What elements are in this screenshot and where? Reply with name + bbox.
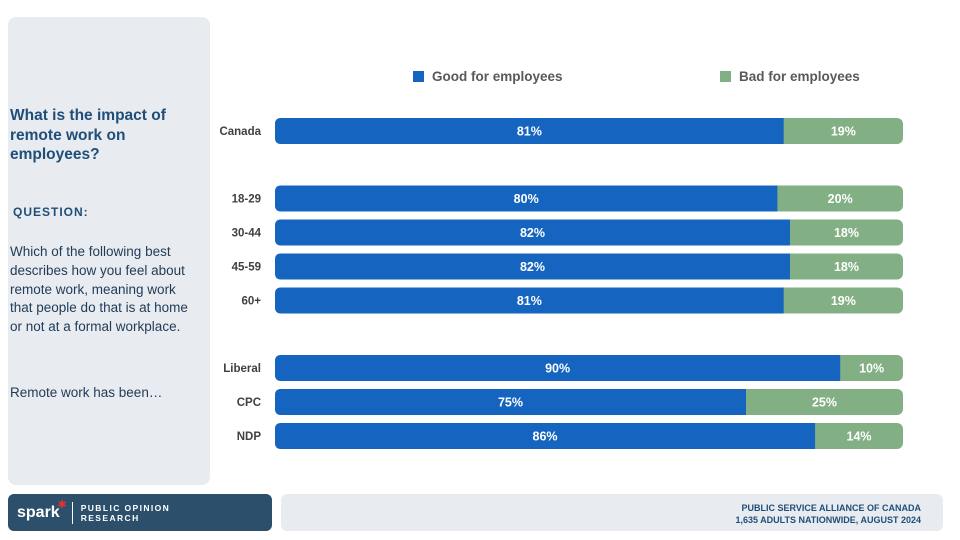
logo-star-icon: ✱ [57,498,67,511]
category-label-60-: 60+ [241,296,261,308]
brand-logo: spark ✱ PUBLIC OPINION RESEARCH [8,494,272,531]
value-label-bad-cpc: 25% [812,396,837,410]
legend-good-swatch [413,71,424,82]
bar-good-18-29 [275,185,778,212]
category-label-ndp: NDP [237,431,262,443]
question-stem: Remote work has been… [10,385,163,400]
panel-title: What is the impact of remote work on emp… [10,107,166,163]
value-label-bad-ndp: 14% [847,430,872,444]
bar-good-canada [275,118,784,144]
legend-good: Good for employees [413,69,563,84]
source-line-1: PUBLIC SERVICE ALLIANCE OF CANADA [741,503,921,513]
category-label-canada: Canada [219,126,261,138]
value-label-good-30-44: 82% [520,226,545,240]
logo-wordmark: spark ✱ [17,498,67,521]
question-text: Which of the following best describes ho… [10,244,188,335]
value-label-bad-60-: 19% [831,294,856,308]
question-label: QUESTION: [13,205,89,219]
category-label-45-59: 45-59 [232,262,261,274]
source-box: PUBLIC SERVICE ALLIANCE OF CANADA 1,635 … [281,494,943,531]
value-label-good-ndp: 86% [533,430,558,444]
bar-good-liberal [275,355,841,381]
legend-bad-swatch [720,71,731,82]
legend-good-label: Good for employees [432,69,563,84]
value-label-good-18-29: 80% [514,192,539,206]
category-label-18-29: 18-29 [232,194,261,206]
legend-bad-label: Bad for employees [739,69,860,84]
value-label-bad-canada: 19% [831,125,856,139]
value-label-good-canada: 81% [517,125,542,139]
value-label-good-cpc: 75% [498,396,523,410]
source-line-2: 1,635 ADULTS NATIONWIDE, AUGUST 2024 [735,515,921,525]
value-label-good-60-: 81% [517,294,542,308]
bar-good-45-59 [275,253,790,280]
value-label-bad-30-44: 18% [834,226,859,240]
category-label-liberal: Liberal [223,363,261,375]
logo-divider [71,501,73,524]
logo-subtitle: PUBLIC OPINION RESEARCH [80,502,171,523]
legend-bad: Bad for employees [720,69,860,84]
bar-good-cpc [275,389,746,415]
value-label-bad-18-29: 20% [828,192,853,206]
bar-good-60- [275,287,784,314]
question-panel [8,17,210,485]
bar-good-ndp [275,423,816,449]
value-label-good-45-59: 82% [520,260,545,274]
value-label-bad-liberal: 10% [859,362,884,376]
value-label-bad-45-59: 18% [834,260,859,274]
bar-good-30-44 [275,219,790,246]
category-label-cpc: CPC [237,397,261,409]
value-label-good-liberal: 90% [545,362,570,376]
category-label-30-44: 30-44 [232,228,262,240]
stacked-bar-chart: Canada 81% 19% 18-29 80% 20% 30-44 82% 18% 45-59 8… [219,118,903,449]
